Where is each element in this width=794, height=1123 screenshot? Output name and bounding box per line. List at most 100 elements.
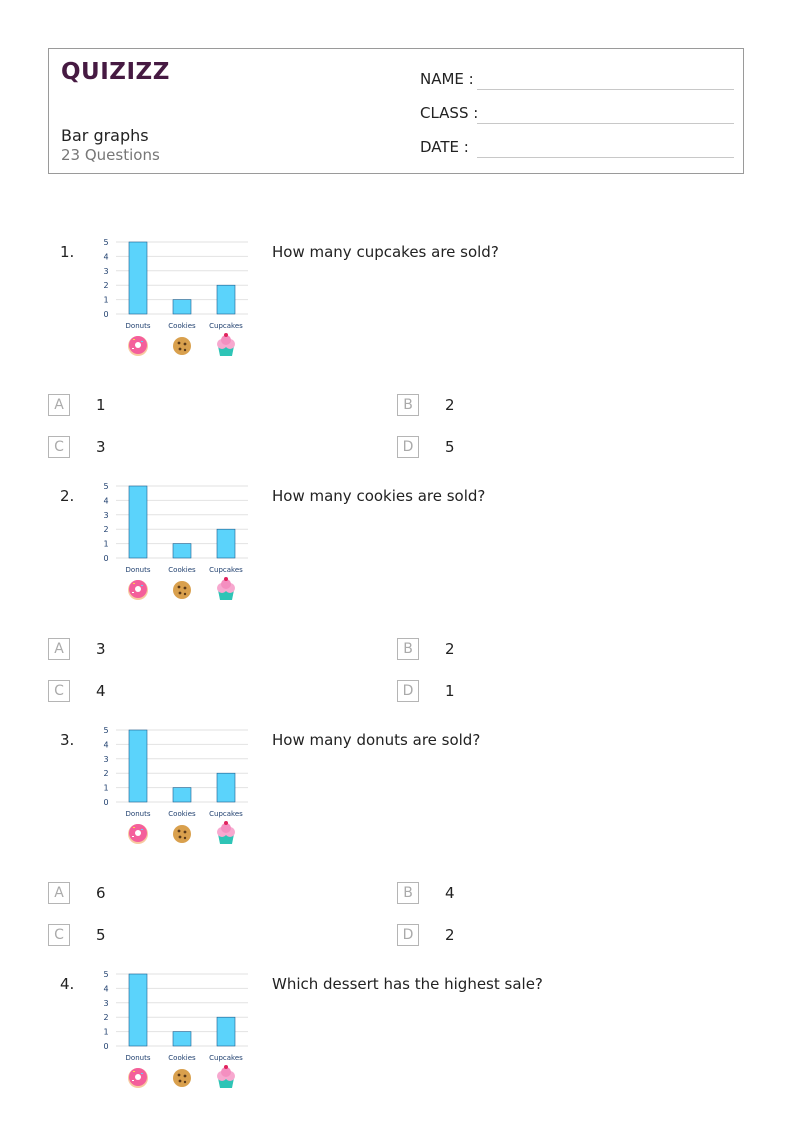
x-tick-label: Donuts [126, 322, 151, 330]
question-text: How many donuts are sold? [272, 731, 481, 749]
question-2: 2. 0 1 2 3 4 5 Donuts Cookies Cupcakes How many … [0, 482, 794, 727]
bar [172, 299, 192, 315]
x-tick-label: Cupcakes [209, 566, 243, 574]
y-tick-label: 3 [103, 999, 108, 1008]
x-tick-label: Donuts [126, 1054, 151, 1062]
y-tick-label: 4 [103, 496, 108, 505]
option-letter[interactable]: A [48, 394, 70, 416]
option-text: 4 [96, 682, 106, 700]
y-tick-label: 5 [103, 970, 108, 979]
cookie-icon [173, 337, 191, 355]
donut-icon [128, 1068, 148, 1088]
bar [216, 1016, 236, 1047]
quizizz-logo: QUIZIZZ [61, 59, 170, 85]
bar [172, 787, 192, 803]
question-text: Which dessert has the highest sale? [272, 975, 543, 993]
x-tick-label: Cookies [168, 1054, 196, 1062]
question-text: How many cookies are sold? [272, 487, 486, 505]
x-tick-label: Cookies [168, 322, 196, 330]
bar [128, 729, 148, 803]
donut-icon [128, 824, 148, 844]
name-field[interactable]: NAME : [420, 68, 734, 90]
cookie-icon [173, 825, 191, 843]
option-text: 4 [445, 884, 455, 902]
class-label: CLASS : [420, 104, 479, 122]
y-tick-label: 2 [103, 281, 108, 290]
option-letter[interactable]: D [397, 924, 419, 946]
y-tick-label: 1 [103, 296, 108, 305]
y-tick-label: 0 [103, 798, 108, 807]
bar [128, 485, 148, 559]
question-count: 23 Questions [61, 146, 160, 164]
y-tick-label: 5 [103, 726, 108, 735]
option-letter[interactable]: D [397, 436, 419, 458]
class-line[interactable] [477, 123, 734, 124]
bar-chart: 0 1 2 3 4 5 Donuts Cookies Cupcakes [103, 482, 248, 600]
question-3: 3. 0 1 2 3 4 5 Donuts Cookies Cupcakes How many … [0, 726, 794, 971]
y-tick-label: 5 [103, 482, 108, 491]
bar [216, 528, 236, 559]
option-text: 2 [445, 926, 455, 944]
y-tick-label: 2 [103, 525, 108, 534]
option-text: 1 [445, 682, 455, 700]
bar-chart: 0 1 2 3 4 5 Donuts Cookies Cupcakes [103, 238, 248, 356]
y-tick-label: 5 [103, 238, 108, 247]
option-letter[interactable]: B [397, 394, 419, 416]
y-tick-label: 3 [103, 267, 108, 276]
date-line[interactable] [477, 157, 734, 158]
cookie-icon [173, 1069, 191, 1087]
option-text: 5 [445, 438, 455, 456]
option-text: 6 [96, 884, 106, 902]
question-number: 1. [60, 243, 75, 261]
y-tick-label: 1 [103, 1028, 108, 1037]
date-label: DATE : [420, 138, 469, 156]
option-letter[interactable]: A [48, 882, 70, 904]
name-line[interactable] [477, 89, 734, 90]
donut-icon [128, 336, 148, 356]
x-tick-label: Cupcakes [209, 322, 243, 330]
option-text: 3 [96, 438, 106, 456]
name-label: NAME : [420, 70, 474, 88]
x-tick-label: Cookies [168, 810, 196, 818]
question-number: 4. [60, 975, 75, 993]
question-4: 4. 0 1 2 3 4 5 Donuts Cookies Cupcakes Which des… [0, 970, 794, 1115]
y-tick-label: 0 [103, 554, 108, 563]
class-field[interactable]: CLASS : [420, 102, 734, 124]
bar [172, 1031, 192, 1047]
y-tick-label: 3 [103, 755, 108, 764]
cupcake-icon [217, 333, 235, 356]
bar [128, 973, 148, 1047]
y-tick-label: 2 [103, 1013, 108, 1022]
cupcake-icon [217, 821, 235, 844]
option-text: 3 [96, 640, 106, 658]
y-tick-label: 4 [103, 252, 108, 261]
x-tick-label: Cupcakes [209, 1054, 243, 1062]
option-letter[interactable]: C [48, 680, 70, 702]
y-tick-label: 2 [103, 769, 108, 778]
cookie-icon [173, 581, 191, 599]
x-tick-label: Cookies [168, 566, 196, 574]
option-letter[interactable]: D [397, 680, 419, 702]
option-letter[interactable]: C [48, 924, 70, 946]
x-tick-label: Donuts [126, 810, 151, 818]
bar [216, 772, 236, 803]
bar [172, 543, 192, 559]
y-tick-label: 4 [103, 740, 108, 749]
cupcake-icon [217, 1065, 235, 1088]
donut-icon [128, 580, 148, 600]
question-number: 3. [60, 731, 75, 749]
cupcake-icon [217, 577, 235, 600]
option-letter[interactable]: B [397, 638, 419, 660]
option-letter[interactable]: A [48, 638, 70, 660]
option-letter[interactable]: C [48, 436, 70, 458]
worksheet-header: QUIZIZZ Bar graphs 23 Questions NAME : C… [48, 48, 744, 174]
option-letter[interactable]: B [397, 882, 419, 904]
option-text: 2 [445, 640, 455, 658]
option-text: 5 [96, 926, 106, 944]
bar-chart: 0 1 2 3 4 5 Donuts Cookies Cupcakes [103, 726, 248, 844]
date-field[interactable]: DATE : [420, 136, 734, 158]
bar-chart: 0 1 2 3 4 5 Donuts Cookies Cupcakes [103, 970, 248, 1088]
y-tick-label: 4 [103, 984, 108, 993]
bar [216, 284, 236, 315]
worksheet-title: Bar graphs [61, 126, 149, 145]
